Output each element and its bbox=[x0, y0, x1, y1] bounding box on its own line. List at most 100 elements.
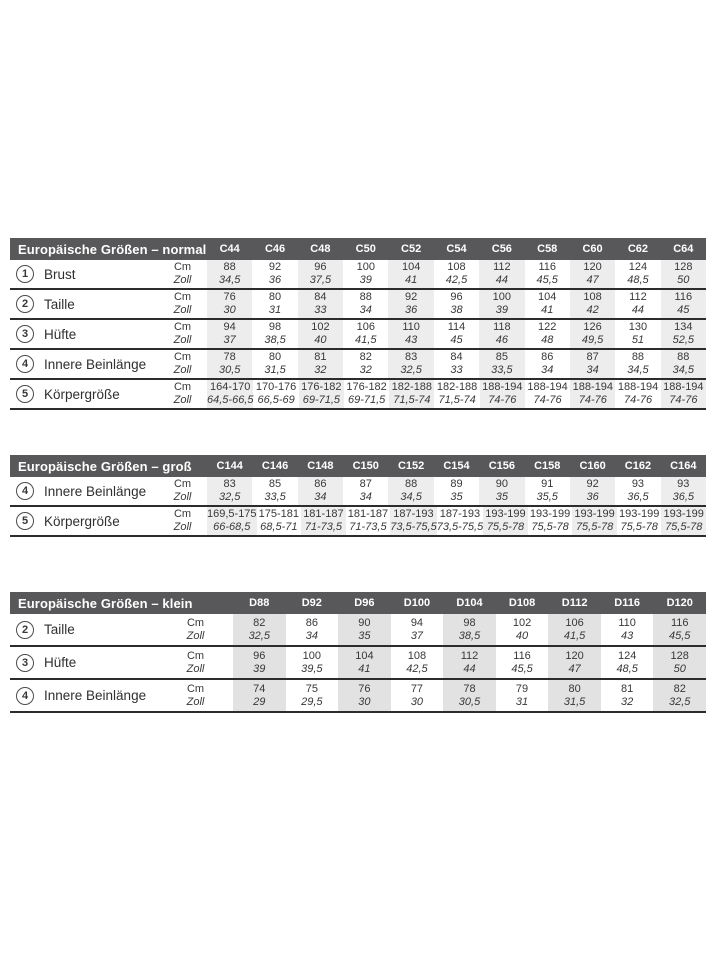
column-header-c158: C158 bbox=[534, 460, 561, 472]
column-header-c44: C44 bbox=[219, 243, 240, 255]
row-label: Innere Beinlänge bbox=[44, 356, 147, 372]
measure-row-h-fte: 3 Hüfte Cm Zoll 94 37 98 38,5 102 40 106 41,5 110 43 1… bbox=[10, 320, 706, 350]
unit-cm-label: Cm bbox=[173, 321, 192, 333]
value-cell-c164: 193-199 75,5-78 bbox=[661, 507, 706, 535]
unit-cm-label: Cm bbox=[186, 616, 205, 629]
cm-value: 74 bbox=[253, 682, 266, 695]
value-cell-d88: 82 32,5 bbox=[233, 614, 286, 645]
column-header-c46: C46 bbox=[264, 243, 286, 255]
zoll-value: 74-76 bbox=[669, 394, 698, 406]
zoll-value: 75,5-78 bbox=[620, 521, 658, 533]
value-cell-d96: 104 41 bbox=[338, 647, 391, 678]
zoll-value: 40 bbox=[515, 629, 529, 642]
zoll-value: 41,5 bbox=[563, 629, 586, 642]
value-cell-c50: 88 34 bbox=[343, 290, 388, 318]
value-cell-c160: 92 36 bbox=[569, 477, 616, 505]
zoll-value: 35 bbox=[358, 629, 371, 642]
value-cell-c62: 130 51 bbox=[615, 320, 660, 348]
cm-value: 104 bbox=[538, 291, 557, 303]
zoll-value: 45 bbox=[450, 334, 463, 346]
value-cell-c64: 134 52,5 bbox=[660, 320, 706, 348]
cm-value: 193-199 bbox=[618, 508, 660, 520]
cm-value: 81 bbox=[314, 351, 327, 363]
column-header-d100: D100 bbox=[403, 597, 431, 609]
row-label-cell: 3 Hüfte bbox=[10, 320, 158, 348]
cm-value: 110 bbox=[618, 616, 636, 629]
zoll-value: 36 bbox=[586, 491, 599, 503]
cm-value: 128 bbox=[670, 649, 689, 662]
value-cell-c44: 94 37 bbox=[207, 320, 253, 348]
value-cell-d96: 76 30 bbox=[338, 680, 391, 711]
row-label: Innere Beinlänge bbox=[44, 483, 147, 499]
cm-value: 116 bbox=[538, 261, 556, 273]
zoll-value: 33 bbox=[314, 304, 327, 316]
cm-value: 124 bbox=[617, 649, 637, 662]
unit-zoll-label: Zoll bbox=[173, 491, 192, 503]
value-cell-c162: 193-199 75,5-78 bbox=[617, 507, 662, 535]
zoll-value: 43 bbox=[405, 334, 418, 346]
value-cell-d120: 82 32,5 bbox=[653, 680, 706, 711]
cm-value: 90 bbox=[495, 478, 508, 490]
row-label-cell: 5 Körpergröße bbox=[10, 380, 158, 408]
unit-zoll-label: Zoll bbox=[186, 662, 205, 675]
value-cell-c152: 88 34,5 bbox=[388, 477, 434, 505]
measure-row-brust: 1 Brust Cm Zoll 88 34,5 92 36 96 37,5 100 39 104 41 10… bbox=[10, 260, 706, 290]
unit-cell: Cm Zoll bbox=[158, 614, 233, 645]
zoll-value: 34 bbox=[314, 491, 327, 503]
cm-value: 92 bbox=[405, 291, 418, 303]
zoll-value: 51 bbox=[631, 334, 645, 346]
value-cell-d112: 120 47 bbox=[548, 647, 601, 678]
cm-value: 76 bbox=[223, 291, 236, 303]
value-cell-c44: 88 34,5 bbox=[207, 260, 253, 288]
table-header-bar: Europäische Größen – groß C144 C146 C148 C15… bbox=[10, 455, 706, 477]
zoll-value: 41 bbox=[541, 304, 554, 316]
cm-value: 93 bbox=[677, 478, 690, 490]
cm-value: 188-194 bbox=[663, 381, 704, 393]
cm-value: 93 bbox=[631, 478, 645, 490]
zoll-value: 38,5 bbox=[458, 629, 481, 642]
zoll-value: 68,5-71 bbox=[260, 521, 298, 533]
value-cell-c56: 85 33,5 bbox=[479, 350, 525, 378]
cm-value: 100 bbox=[356, 261, 375, 273]
unit-cm-label: Cm bbox=[186, 682, 205, 695]
zoll-value: 39 bbox=[359, 274, 372, 286]
zoll-value: 66,5-69 bbox=[257, 394, 295, 406]
zoll-value: 35 bbox=[450, 491, 463, 503]
cm-value: 134 bbox=[674, 321, 693, 333]
zoll-value: 37 bbox=[410, 629, 424, 642]
value-cell-c58: 86 34 bbox=[525, 350, 570, 378]
table-title: Europäische Größen – normal bbox=[18, 241, 207, 257]
cm-value: 116 bbox=[513, 649, 531, 662]
value-cell-c50: 82 32 bbox=[343, 350, 388, 378]
zoll-value: 48,5 bbox=[627, 274, 649, 286]
cm-value: 88 bbox=[405, 478, 418, 490]
zoll-value: 75,5-78 bbox=[575, 521, 614, 533]
value-cell-c44: 78 30,5 bbox=[207, 350, 253, 378]
column-header-c62: C62 bbox=[627, 243, 649, 255]
cm-value: 92 bbox=[586, 478, 599, 490]
unit-cell: Cm Zoll bbox=[158, 320, 207, 348]
value-cell-c56: 112 44 bbox=[479, 260, 525, 288]
zoll-value: 41 bbox=[358, 662, 371, 675]
cm-value: 108 bbox=[447, 261, 466, 273]
cm-value: 75 bbox=[305, 682, 318, 695]
value-cell-c146: 85 33,5 bbox=[252, 477, 297, 505]
column-header-d120: D120 bbox=[666, 597, 693, 609]
cm-value: 104 bbox=[355, 649, 374, 662]
value-cell-c60: 188-194 74-76 bbox=[570, 380, 616, 408]
cm-value: 86 bbox=[305, 616, 318, 629]
cm-value: 83 bbox=[405, 351, 418, 363]
table-title: Europäische Größen – klein bbox=[18, 595, 193, 611]
unit-cm-label: Cm bbox=[173, 261, 192, 273]
unit-zoll-label: Zoll bbox=[186, 629, 205, 642]
value-cell-c144: 169,5-175 66-68,5 bbox=[207, 507, 257, 535]
cm-value: 100 bbox=[492, 291, 512, 303]
column-header-c148: C148 bbox=[307, 460, 334, 472]
row-label-cell: 4 Innere Beinlänge bbox=[10, 350, 158, 378]
row-number-badge: 5 bbox=[16, 512, 34, 530]
zoll-value: 42 bbox=[586, 304, 599, 316]
measure-row-taille: 2 Taille Cm Zoll 76 30 80 31 84 33 88 34 92 36 96 38 100… bbox=[10, 290, 706, 320]
value-cell-c58: 116 45,5 bbox=[525, 260, 570, 288]
cm-value: 79 bbox=[515, 682, 529, 695]
cm-value: 124 bbox=[628, 261, 648, 273]
